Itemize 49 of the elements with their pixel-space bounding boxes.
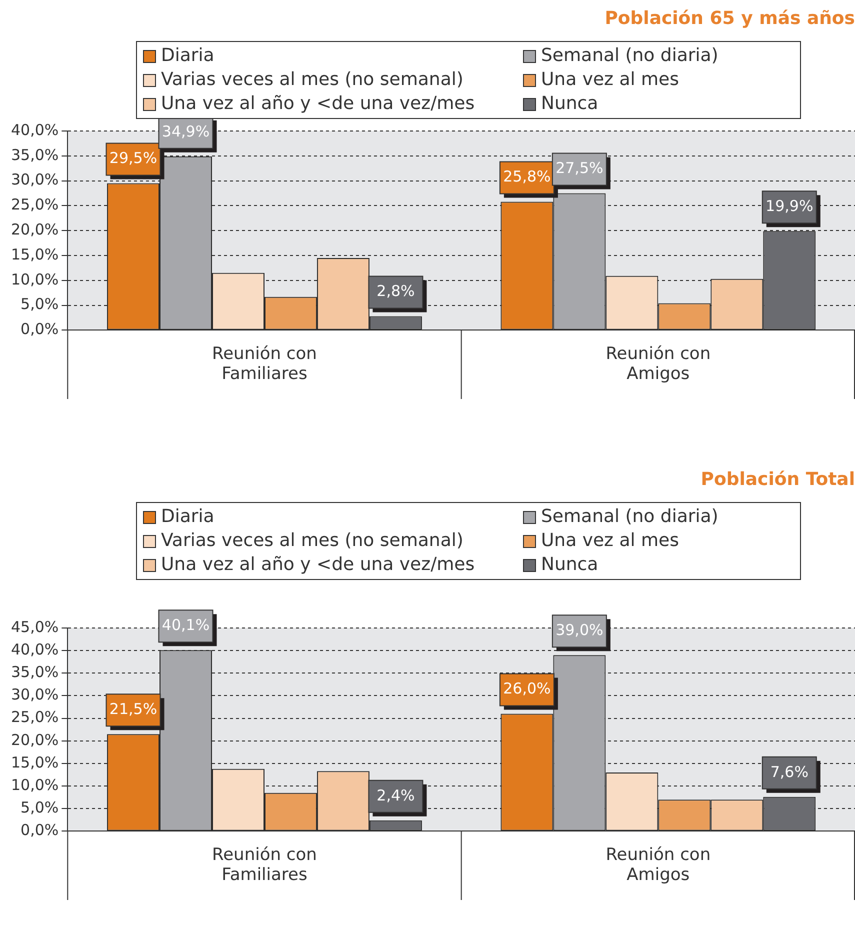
legend-label: Semanal (no diaria) [541,505,718,529]
y-tick-label: 5,0% [20,798,59,817]
y-tick-label: 10,0% [10,270,59,288]
data-label: 25,8% [503,168,551,186]
data-label: 2,4% [376,786,415,804]
y-tick-label: 0,0% [20,821,59,840]
y-tick-label: 45,0% [10,618,59,636]
legend-label: Una vez al año y <de una vez/mes [161,92,475,116]
y-tick-label: 40,0% [10,640,59,658]
chart-title: Población 65 y más años [604,8,855,29]
data-label: 2,8% [376,282,415,300]
x-tick-label: Reunión con Familiares [212,844,317,886]
data-label: 29,5% [109,149,158,168]
y-tick-label: 25,0% [10,196,59,214]
data-label: 7,6% [770,762,808,781]
y-tick-label: 40,0% [10,120,59,139]
y-tick-label: 30,0% [10,686,59,704]
data-label: 40,1% [162,616,210,634]
legend-label: Una vez al año y <de una vez/mes [161,553,475,577]
legend-label: Varias veces al mes (no semanal) [161,529,464,553]
y-tick-label: 35,0% [10,663,59,682]
legend-label: Diaria [161,44,214,68]
y-tick-label: 0,0% [20,320,59,338]
legend-label: Semanal (no diaria) [541,44,718,68]
legend-label: Nunca [541,553,598,577]
x-tick-label: Reunión con Amigos [606,344,711,384]
y-tick-label: 15,0% [10,245,59,264]
data-label: 27,5% [556,159,604,178]
data-label: 19,9% [766,196,814,215]
y-tick-label: 10,0% [10,776,59,794]
x-tick-label: Reunión con Familiares [212,344,317,384]
x-tick-label: Reunión con Amigos [606,844,711,886]
data-label: 26,0% [503,680,551,698]
data-label: 21,5% [109,700,158,718]
y-tick-label: 35,0% [10,146,59,164]
legend-label: Una vez al mes [541,529,679,553]
legend-label: Varias veces al mes (no semanal) [161,68,464,92]
y-tick-label: 20,0% [10,730,59,749]
legend-label: Diaria [161,505,214,529]
y-tick-label: 5,0% [20,295,59,314]
y-tick-label: 25,0% [10,708,59,726]
y-tick-label: 15,0% [10,753,59,772]
legend-label: Una vez al mes [541,68,679,92]
legend-label: Nunca [541,92,598,116]
y-tick-label: 20,0% [10,220,59,238]
chart-title: Población Total [700,469,855,490]
data-label: 39,0% [556,620,604,639]
data-label: 34,9% [162,122,210,140]
y-tick-label: 30,0% [10,170,59,189]
